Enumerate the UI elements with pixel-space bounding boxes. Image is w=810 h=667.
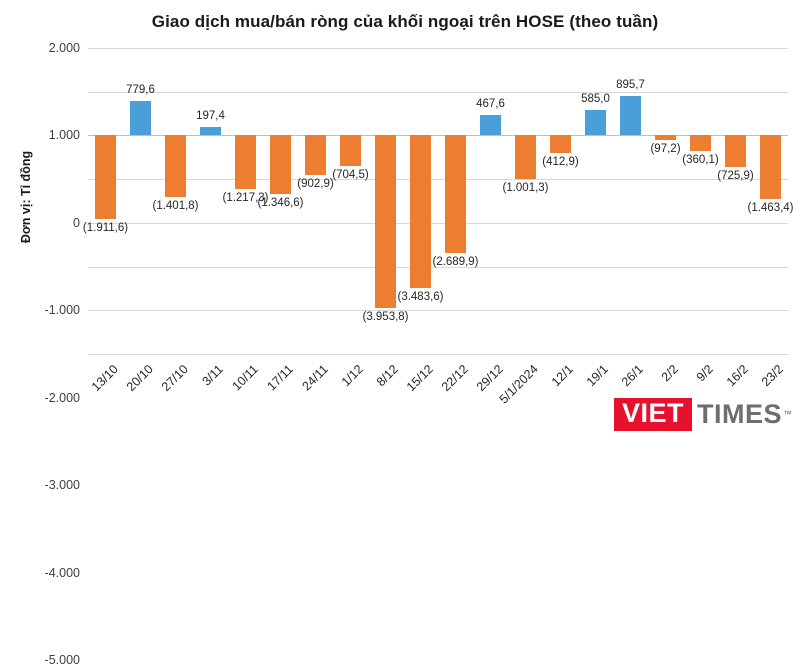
plot-area: 2.000 1.000 0 -1.000 -2.000 -3.000 -4.000 -5.00… [45, 41, 794, 667]
bar-value-label: 779,6 [126, 84, 155, 97]
y-axis-tick-label: 0 [73, 215, 80, 230]
x-axis-tick-label: 8/12 [373, 362, 401, 390]
y-axis-unit-label: Đơn vị: Tỉ đồng [19, 150, 33, 244]
bar-value-label: (1.463,4) [747, 202, 794, 215]
x-axis-tick-label: 19/1 [583, 362, 611, 390]
x-axis-tick-label: 27/10 [158, 362, 191, 395]
grid-line: -4.000 [45, 310, 788, 580]
x-axis-tick-label: 16/2 [723, 362, 751, 390]
bar [129, 101, 152, 136]
bar [689, 135, 712, 152]
bar [584, 109, 607, 136]
x-axis-tick-label: 10/11 [229, 362, 261, 394]
grid-line: -2.000 [45, 222, 788, 405]
zero-axis-line: 0 [73, 135, 788, 230]
bar [94, 135, 117, 219]
x-axis-tick-label: 12/1 [548, 362, 576, 390]
bar-value-label: 467,6 [476, 97, 505, 110]
logo-times-text: TIMES [696, 398, 782, 429]
grid-line: 1.000 [49, 91, 788, 142]
bar-value-label: (725,9) [717, 170, 754, 183]
chart-container: Giao dịch mua/bán ròng của khối ngoại tr… [19, 12, 794, 667]
grid-line: -1.000 [45, 179, 788, 317]
y-axis-tick-label: -5.000 [44, 653, 80, 667]
x-axis-tick-label: 26/1 [618, 362, 646, 390]
bar [619, 96, 642, 136]
x-axis-tick-label: 15/12 [403, 362, 436, 395]
bar [409, 135, 432, 288]
x-axis-tick-label: 2/2 [658, 362, 681, 385]
x-axis-tick-label: 29/12 [473, 362, 506, 395]
bar-value-label: (1.911,6) [82, 221, 129, 234]
bar [444, 135, 467, 253]
x-axis-tick-label: 3/11 [198, 362, 226, 389]
bar-value-label: (902,9) [297, 177, 334, 190]
bar [339, 135, 362, 167]
x-axis-tick-label: 1/12 [338, 362, 366, 390]
y-axis-tick-label: -3.000 [44, 478, 80, 493]
bar [759, 135, 782, 200]
y-axis-tick-label: 2.000 [48, 41, 80, 55]
x-axis-tick-label: 13/10 [88, 362, 121, 395]
y-axis-tick-label: 1.000 [48, 128, 80, 143]
bar-value-label: (360,1) [682, 154, 719, 167]
y-axis-tick-label: -2.000 [44, 390, 80, 405]
bar-value-label: (2.689,9) [432, 256, 479, 269]
bar-value-label: (1.217,3) [222, 191, 269, 204]
y-axis-tick-label: -1.000 [44, 303, 80, 318]
chart-title: Giao dịch mua/bán ròng của khối ngoại tr… [151, 12, 659, 31]
x-axis-tick-label: 9/2 [693, 362, 716, 385]
bar [304, 135, 327, 175]
bar-value-label: (1.346,6) [257, 197, 304, 210]
bar-value-label: (3.953,8) [362, 311, 409, 324]
logo-tm-mark: ™ [783, 409, 792, 419]
bar-value-label: (704,5) [332, 169, 369, 182]
logo-viet-text: VIET [613, 397, 692, 431]
x-axis-tick-label: 20/10 [123, 362, 156, 395]
bar [374, 135, 397, 309]
x-axis-tick-label: 17/11 [264, 362, 296, 394]
x-axis-tick-label: 22/12 [438, 362, 471, 395]
bar-value-label: 197,4 [196, 109, 225, 122]
bar-value-label: (1.001,3) [502, 182, 549, 195]
x-axis-tick-label: 23/2 [758, 362, 786, 390]
bar [514, 135, 537, 180]
grid-line: -5.000 [45, 354, 788, 667]
bar [479, 114, 502, 136]
bar-value-label: (3.483,6) [397, 290, 444, 303]
bar [724, 135, 747, 168]
bar [234, 135, 257, 189]
viettimes-logo: VIET TIMES ™ [613, 393, 792, 435]
bar-value-label: 895,7 [616, 79, 645, 92]
grid-line: 2.000 [49, 41, 788, 55]
bar-value-label: (412,9) [542, 156, 579, 169]
bar-value-label: 585,0 [581, 92, 610, 105]
y-axis-tick-label: -4.000 [44, 565, 80, 580]
bar [269, 135, 292, 195]
bar [549, 135, 572, 154]
bar-value-label: (97,2) [650, 142, 681, 155]
bar [654, 135, 677, 140]
bar [164, 135, 187, 197]
bar [199, 126, 222, 136]
bar-value-label: (1.401,8) [152, 199, 199, 212]
x-axis-tick-label: 24/11 [299, 362, 331, 394]
